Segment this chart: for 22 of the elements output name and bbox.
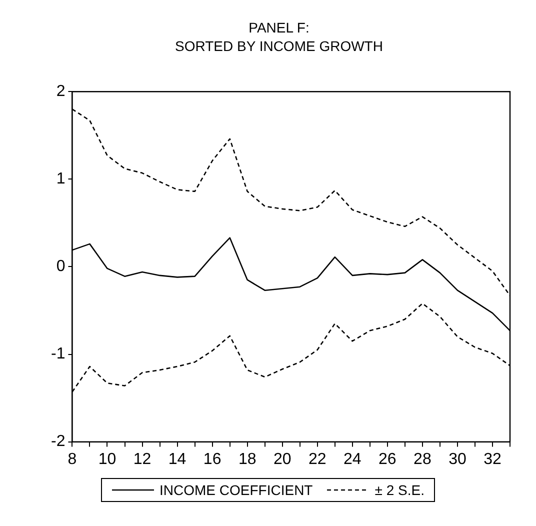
x-tick-label: 20 [273, 450, 292, 468]
x-tick-label: 16 [203, 450, 222, 468]
y-tick-label: -1 [50, 346, 66, 363]
x-tick-label: 18 [238, 450, 256, 468]
y-tick-label: 1 [56, 170, 66, 188]
y-tick-label: 2 [56, 83, 66, 100]
legend-label: ± 2 S.E. [374, 482, 424, 498]
x-tick-label: 14 [168, 450, 186, 468]
x-tick-label: 8 [68, 450, 77, 468]
x-tick-label: 32 [484, 450, 502, 468]
y-tick-label: -2 [50, 433, 66, 450]
x-tick-label: 10 [98, 450, 116, 468]
chart-title: PANEL F: [248, 19, 310, 36]
x-tick-label: 30 [448, 450, 466, 468]
legend-label: INCOME COEFFICIENT [160, 482, 313, 498]
y-tick-label: 0 [56, 258, 66, 276]
x-tick-label: 22 [308, 450, 326, 468]
x-tick-label: 24 [344, 450, 362, 468]
chart-subtitle: SORTED BY INCOME GROWTH [175, 38, 383, 54]
x-tick-label: 28 [414, 450, 432, 468]
x-tick-label: 26 [378, 450, 396, 468]
x-tick-label: 12 [133, 450, 152, 468]
